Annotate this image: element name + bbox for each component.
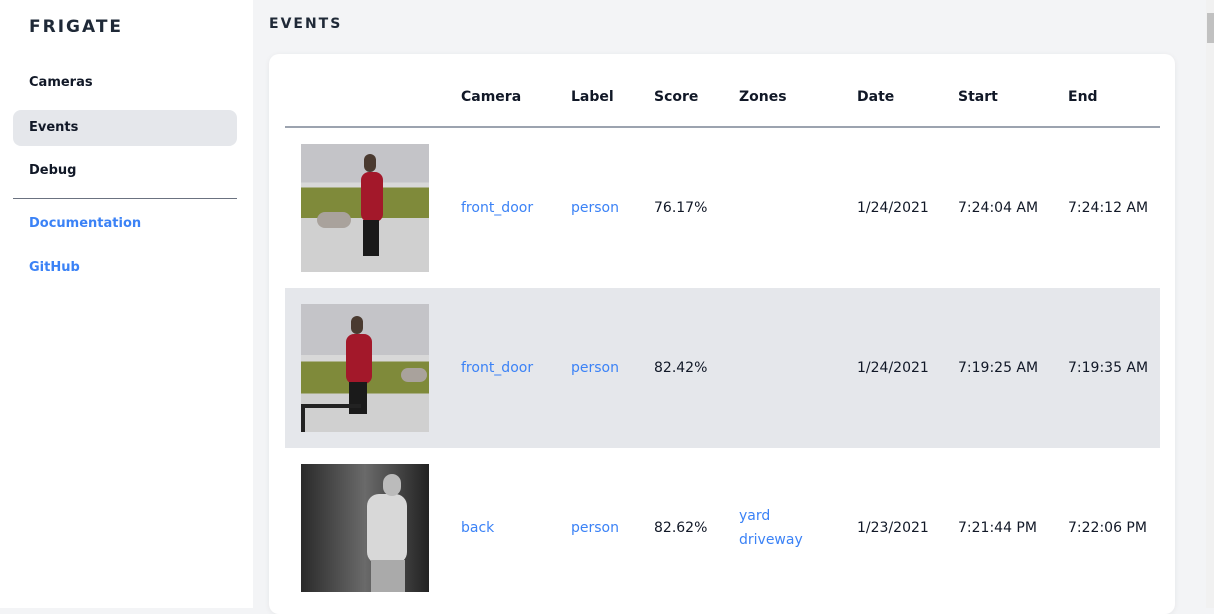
end-time: 7:24:12 AM	[1068, 200, 1149, 216]
header-end: End	[1068, 89, 1098, 105]
events-table: Camera Label Score Zones Date Start End …	[269, 54, 1175, 614]
camera-link[interactable]: back	[461, 520, 495, 536]
end-time: 7:22:06 PM	[1068, 520, 1147, 536]
zones: yard driveway	[739, 448, 803, 608]
score: 82.62%	[654, 520, 708, 536]
brand-logo: FRIGATE	[29, 17, 124, 37]
sidebar-item-debug[interactable]: Debug	[29, 163, 77, 178]
score: 76.17%	[654, 200, 708, 216]
table-row[interactable]: front_door person 82.42% 1/24/2021 7:19:…	[285, 288, 1160, 448]
header-start: Start	[958, 89, 998, 105]
start-time: 7:21:44 PM	[958, 520, 1037, 536]
score: 82.42%	[654, 360, 708, 376]
camera-link[interactable]: front_door	[461, 360, 534, 376]
header-score: Score	[654, 89, 699, 105]
table-row[interactable]: front_door person 76.17% 1/24/2021 7:24:…	[285, 128, 1160, 288]
sidebar-link-github[interactable]: GitHub	[29, 260, 80, 275]
date: 1/24/2021	[857, 360, 929, 376]
page-title: EVENTS	[269, 16, 343, 32]
sidebar-item-cameras[interactable]: Cameras	[29, 75, 93, 90]
event-thumbnail[interactable]	[301, 464, 429, 592]
event-thumbnail[interactable]	[301, 304, 429, 432]
label-link[interactable]: person	[571, 520, 619, 536]
header-camera: Camera	[461, 89, 522, 105]
sidebar-divider	[13, 198, 237, 199]
date: 1/24/2021	[857, 200, 929, 216]
header-label: Label	[571, 89, 614, 105]
label-link[interactable]: person	[571, 360, 619, 376]
date: 1/23/2021	[857, 520, 929, 536]
scrollbar-thumb[interactable]	[1207, 13, 1214, 43]
sidebar: FRIGATE Cameras Events Debug Documentati…	[0, 0, 253, 608]
end-time: 7:19:35 AM	[1068, 360, 1149, 376]
header-zones: Zones	[739, 89, 787, 105]
zone-link[interactable]: driveway	[739, 532, 803, 548]
sidebar-item-events[interactable]: Events	[13, 110, 237, 146]
start-time: 7:24:04 AM	[958, 200, 1039, 216]
sidebar-link-documentation[interactable]: Documentation	[29, 216, 142, 231]
camera-link[interactable]: front_door	[461, 200, 534, 216]
event-thumbnail[interactable]	[301, 144, 429, 272]
start-time: 7:19:25 AM	[958, 360, 1039, 376]
label-link[interactable]: person	[571, 200, 619, 216]
table-row[interactable]: back person 82.62% yard driveway 1/23/20…	[285, 448, 1160, 608]
zone-link[interactable]: yard	[739, 508, 771, 524]
scrollbar[interactable]	[1206, 0, 1214, 608]
header-date: Date	[857, 89, 895, 105]
header-divider	[285, 126, 1160, 128]
